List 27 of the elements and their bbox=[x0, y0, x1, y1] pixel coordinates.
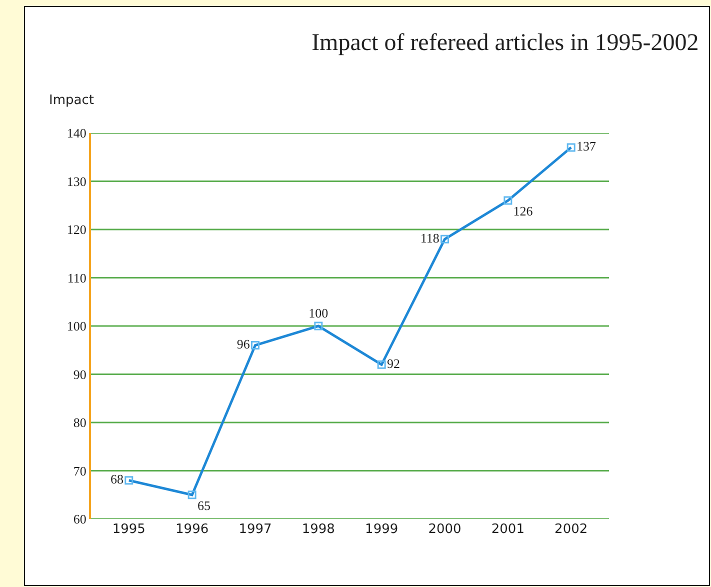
x-tick-label: 2002 bbox=[554, 522, 588, 537]
y-tick-label: 60 bbox=[73, 512, 86, 527]
y-tick-label: 70 bbox=[73, 463, 86, 478]
x-tick-label: 1999 bbox=[365, 522, 398, 537]
y-tick-label: 110 bbox=[67, 270, 86, 286]
data-label: 68 bbox=[110, 472, 124, 487]
x-tick-label: 1997 bbox=[238, 522, 272, 537]
y-tick-label: 90 bbox=[73, 366, 86, 382]
y-axis-title: Impact bbox=[49, 93, 94, 108]
y-tick-label: 130 bbox=[66, 174, 86, 189]
data-label: 96 bbox=[236, 336, 250, 352]
chart-title: Impact of refereed articles in 1995-2002 bbox=[312, 30, 699, 56]
data-label: 126 bbox=[513, 204, 534, 219]
data-label: 92 bbox=[386, 356, 400, 371]
data-label: 65 bbox=[197, 498, 210, 514]
y-tick-label: 140 bbox=[66, 126, 86, 141]
x-tick-label: 1996 bbox=[176, 522, 209, 537]
y-tick-label: 120 bbox=[66, 222, 86, 238]
y-tick-label: 100 bbox=[66, 318, 86, 334]
x-tick-label: 2001 bbox=[491, 522, 524, 537]
x-tick-label: 2000 bbox=[428, 522, 462, 537]
data-label: 137 bbox=[576, 138, 596, 154]
x-tick-label: 1998 bbox=[302, 522, 335, 537]
data-label: 118 bbox=[420, 230, 440, 246]
y-tick-label: 80 bbox=[73, 415, 86, 430]
data-label: 100 bbox=[308, 305, 328, 320]
x-tick-label: 1995 bbox=[112, 522, 146, 537]
